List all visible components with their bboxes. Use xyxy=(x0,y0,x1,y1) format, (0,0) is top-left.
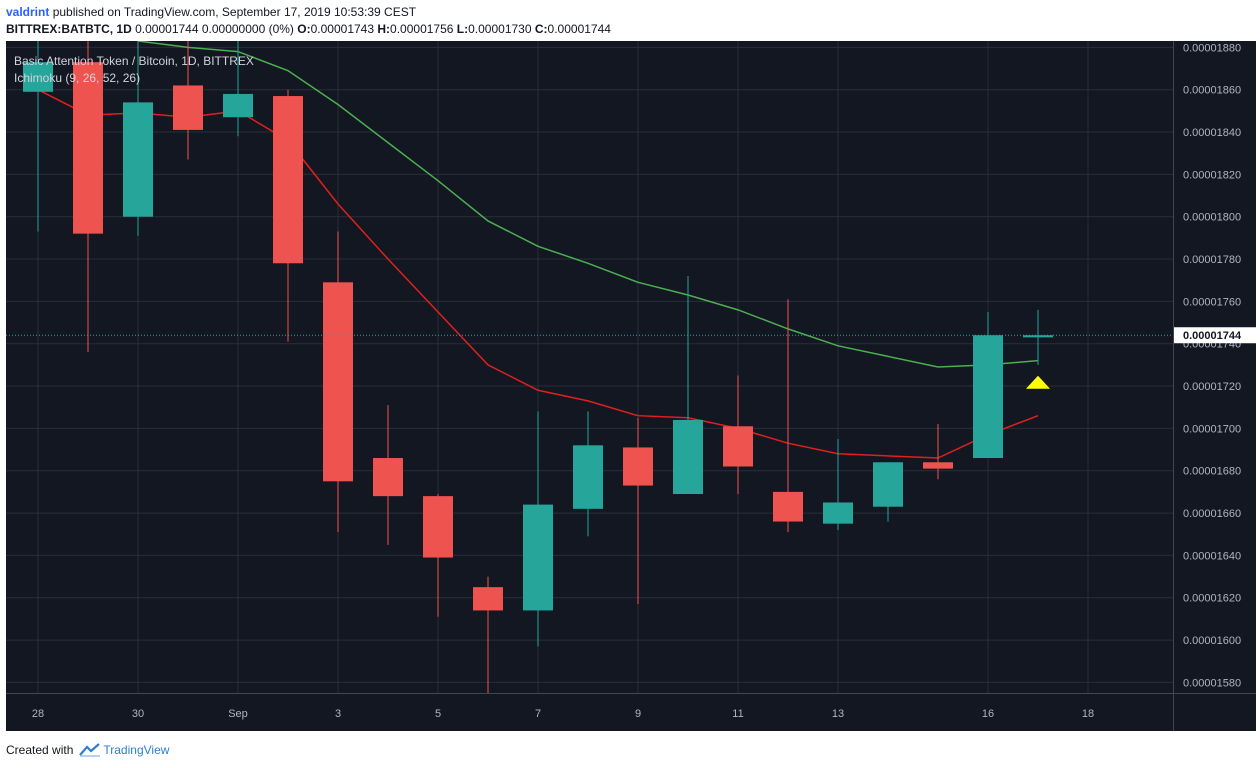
y-tick-label: 0.00001820 xyxy=(1183,169,1241,181)
y-tick-label: 0.00001800 xyxy=(1183,212,1241,224)
y-tick-label: 0.00001840 xyxy=(1183,127,1241,139)
y-tick-label: 0.00001680 xyxy=(1183,466,1241,478)
open-value: 0.00001743 xyxy=(310,22,375,36)
x-tick-label: 11 xyxy=(732,708,743,720)
candle-body xyxy=(423,496,453,558)
y-tick-label: 0.00001660 xyxy=(1183,508,1241,520)
high-value: 0.00001756 xyxy=(390,22,454,36)
x-tick-label: 28 xyxy=(32,708,44,720)
x-tick-label: 30 xyxy=(132,708,144,720)
chart-title: Basic Attention Token / Bitcoin, 1D, BIT… xyxy=(14,54,254,68)
candle-body xyxy=(1023,335,1053,338)
candle-body xyxy=(823,502,853,524)
tradingview-brand[interactable]: TradingView xyxy=(103,743,170,757)
x-tick-label: 3 xyxy=(335,708,341,720)
candle-body xyxy=(323,282,353,482)
last-price-tag xyxy=(1174,327,1256,344)
y-tick-label: 0.00001780 xyxy=(1183,254,1241,266)
footer: Created with TradingView xyxy=(6,743,169,757)
close-value: 0.00001744 xyxy=(547,22,611,36)
indicator-label[interactable]: Ichimoku (9, 26, 52, 26) xyxy=(14,71,140,85)
candles xyxy=(23,41,1053,693)
candle-body xyxy=(923,462,953,469)
base-line xyxy=(137,40,1039,368)
x-tick-label: 13 xyxy=(832,708,844,720)
candle-body xyxy=(673,419,703,495)
symbol-label: BITTREX:BATBTC, 1D xyxy=(6,22,132,36)
overlay: 0.00001744 xyxy=(6,327,1256,389)
low-value: 0.00001730 xyxy=(468,22,532,36)
candle-body xyxy=(623,447,653,486)
candlestick-chart[interactable]: 0.00001580 0.00001600 0.00001620 0.00001640… xyxy=(6,40,1256,731)
candle-body xyxy=(973,335,1003,459)
candle-body xyxy=(223,93,253,118)
x-tick-label: 7 xyxy=(535,708,541,720)
y-tick-label: 0.00001600 xyxy=(1183,635,1241,647)
close-label: C: xyxy=(534,22,548,36)
x-tick-label: 18 xyxy=(1082,708,1094,720)
low-label: L: xyxy=(456,22,469,36)
y-tick-label: 0.00001860 xyxy=(1183,85,1241,97)
candle-body xyxy=(23,62,53,92)
y-tick-label: 0.00001880 xyxy=(1183,42,1241,54)
tradingview-logo-icon xyxy=(79,743,101,757)
candle-body xyxy=(73,62,103,234)
candle-body xyxy=(573,445,603,509)
gridlines xyxy=(6,41,1256,731)
candle-body xyxy=(123,102,153,217)
price-change: 0.00001744 0.00000000 (0%) xyxy=(135,22,294,36)
candle-body xyxy=(273,96,303,264)
high-label: H: xyxy=(377,22,391,36)
x-tick-label: 16 xyxy=(982,708,994,720)
ichimoku-lines xyxy=(37,40,1039,459)
candle-body xyxy=(873,462,903,507)
y-tick-label: 0.00001760 xyxy=(1183,296,1241,308)
conversion-line xyxy=(37,89,1039,459)
open-label: O: xyxy=(297,22,311,36)
candle-body xyxy=(373,458,403,497)
y-tick-label: 0.00001580 xyxy=(1183,677,1241,689)
ohlc-summary: BITTREX:BATBTC, 1D 0.00001744 0.00000000… xyxy=(6,22,611,36)
y-tick-label: 0.00001700 xyxy=(1183,423,1241,435)
price-axis: 0.00001580 0.00001600 0.00001620 0.00001640… xyxy=(1183,42,1241,689)
author-link[interactable]: valdrint xyxy=(6,5,50,19)
candle-body xyxy=(473,587,503,611)
last-price-label: 0.00001744 xyxy=(1183,330,1242,342)
x-tick-label: 5 xyxy=(435,708,441,720)
triangle-marker xyxy=(1026,375,1050,389)
x-tick-label: 9 xyxy=(635,708,641,720)
y-tick-label: 0.00001720 xyxy=(1183,381,1241,393)
publish-text: published on TradingView.com, September … xyxy=(52,5,417,19)
y-tick-label: 0.00001620 xyxy=(1183,593,1241,605)
candle-body xyxy=(523,504,553,611)
created-with-text: Created with xyxy=(6,743,74,757)
chart-container[interactable]: 0.00001580 0.00001600 0.00001620 0.00001640… xyxy=(6,40,1256,731)
candle-body xyxy=(773,491,803,522)
candle-body xyxy=(723,426,753,467)
y-tick-label: 0.00001640 xyxy=(1183,550,1241,562)
publish-info: valdrint published on TradingView.com, S… xyxy=(6,5,416,19)
candle-body xyxy=(173,85,203,130)
time-axis: 28 30 Sep 3 5 7 9 11 13 16 18 xyxy=(32,708,1094,720)
x-tick-label: Sep xyxy=(228,708,248,720)
